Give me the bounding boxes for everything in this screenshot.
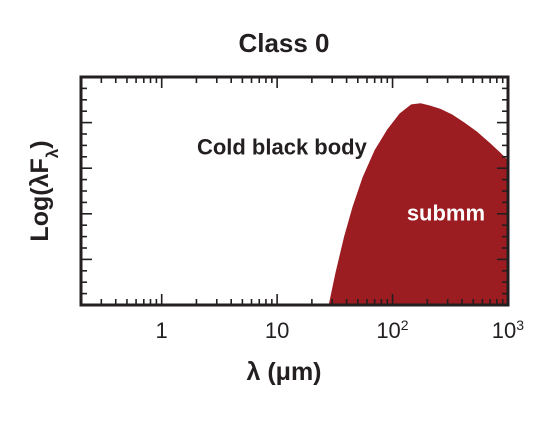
x-axis-label: λ (μm) [246, 358, 321, 386]
x-tick-labels: 1 10 102 103 [156, 317, 525, 343]
submm-area [328, 103, 508, 305]
plot-area [79, 75, 510, 307]
annotation-cold-black-body: Cold black body [197, 135, 368, 160]
x-tick-label: 1 [156, 318, 168, 343]
x-tick-label: 102 [376, 317, 408, 343]
x-tick-label: 10 [265, 318, 289, 343]
y-axis-label: Log(λFλ) [26, 140, 62, 241]
plot-frame [79, 75, 510, 307]
annotation-submm: submm [407, 201, 485, 226]
x-tick-label: 103 [492, 317, 524, 343]
chart-title: Class 0 [238, 28, 329, 58]
